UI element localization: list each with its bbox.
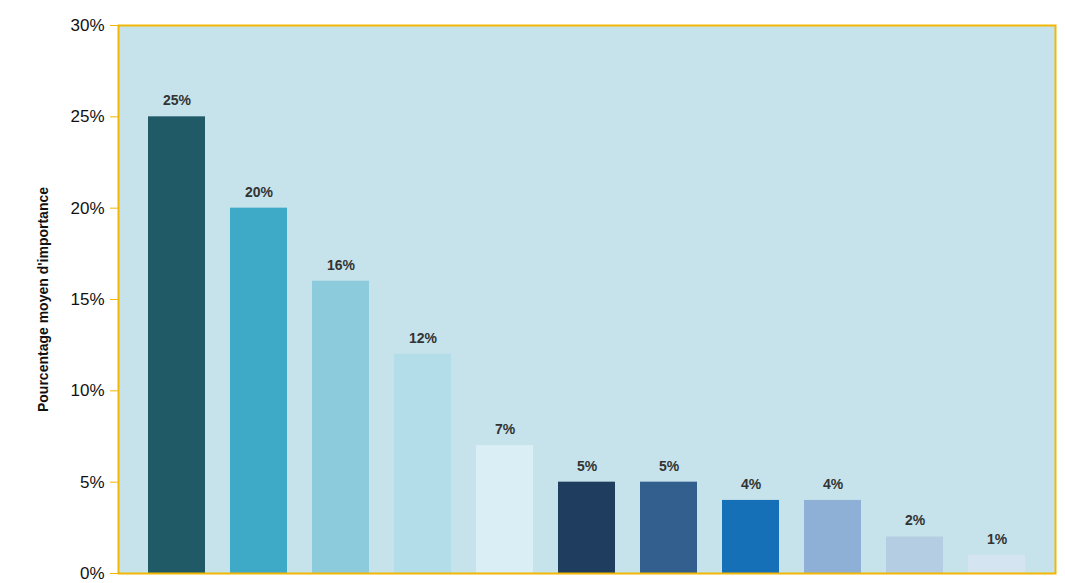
svg-text:1%: 1%: [987, 531, 1008, 547]
svg-text:20%: 20%: [245, 184, 274, 200]
svg-text:16%: 16%: [327, 257, 356, 273]
svg-text:4%: 4%: [823, 476, 844, 492]
svg-text:20%: 20%: [70, 199, 104, 218]
svg-text:5%: 5%: [577, 458, 598, 474]
svg-text:30%: 30%: [70, 16, 104, 35]
svg-text:7%: 7%: [495, 421, 516, 437]
svg-text:10%: 10%: [70, 381, 104, 400]
svg-text:2%: 2%: [905, 512, 926, 528]
svg-text:Pourcentage moyen d'importance: Pourcentage moyen d'importance: [35, 187, 51, 412]
svg-text:12%: 12%: [409, 330, 438, 346]
svg-text:5%: 5%: [659, 458, 680, 474]
svg-text:15%: 15%: [70, 290, 104, 309]
svg-text:25%: 25%: [163, 92, 192, 108]
svg-text:25%: 25%: [70, 107, 104, 126]
svg-text:0%: 0%: [80, 564, 105, 583]
svg-text:4%: 4%: [741, 476, 762, 492]
svg-text:5%: 5%: [80, 473, 105, 492]
